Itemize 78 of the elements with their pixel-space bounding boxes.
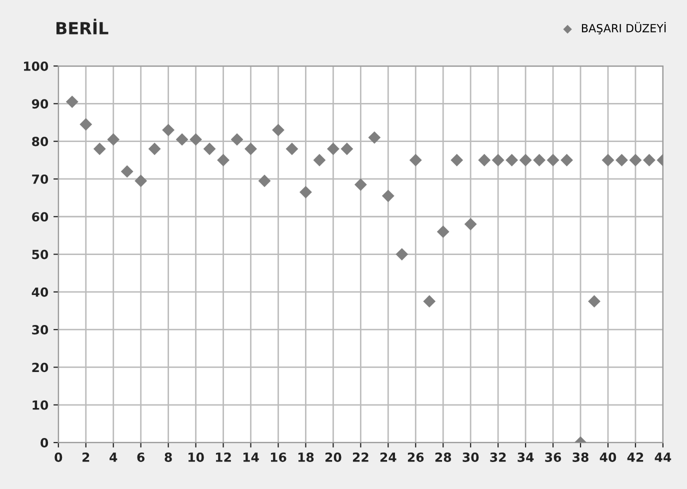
x-tick-label: 38 — [572, 452, 588, 462]
point — [546, 154, 560, 166]
point — [230, 133, 244, 146]
x-tick-label: 32 — [490, 452, 506, 462]
x-tick-label: 28 — [435, 452, 452, 462]
point — [464, 218, 477, 230]
x-tick-label: 4 — [110, 452, 118, 462]
point — [616, 154, 628, 166]
point — [602, 154, 614, 166]
point — [533, 154, 546, 166]
point — [203, 142, 216, 156]
y-tick-label: 100 — [24, 61, 48, 71]
x-tick-label: 18 — [298, 452, 314, 462]
y-tick-label: 40 — [32, 287, 48, 297]
y-tick-label: 10 — [32, 400, 48, 410]
y-tick-label: 50 — [32, 250, 48, 260]
point — [80, 118, 92, 131]
y-tick-label: 20 — [32, 362, 48, 372]
point — [436, 225, 450, 238]
x-tick-label: 6 — [137, 452, 145, 462]
point — [326, 142, 340, 156]
x-tick-label: 16 — [270, 452, 286, 462]
point — [340, 142, 354, 156]
x-tick-label: 20 — [325, 452, 342, 462]
legend-label: BAŞARI DÜZEYİ — [582, 22, 666, 34]
point — [519, 154, 532, 166]
x-tick-label: 0 — [54, 452, 62, 462]
chart-title: BERİL — [56, 18, 108, 34]
x-tick-label: 44 — [654, 452, 672, 462]
point — [396, 248, 408, 260]
x-tick-label: 14 — [243, 452, 259, 462]
point — [382, 190, 394, 202]
x-tick-label: 22 — [352, 452, 368, 462]
point — [134, 174, 148, 188]
y-tick-label: 90 — [32, 99, 48, 109]
point — [176, 133, 188, 146]
point — [368, 131, 381, 144]
x-tick-label: 12 — [216, 452, 231, 462]
x-tick-label: 40 — [600, 452, 616, 462]
x-tick-label: 8 — [164, 452, 172, 462]
x-tick-label: 34 — [518, 452, 534, 462]
point — [300, 186, 312, 198]
point — [450, 154, 464, 166]
x-tick-label: 30 — [462, 452, 479, 462]
x-tick-label: 10 — [188, 452, 204, 462]
y-tick-label: 60 — [32, 212, 48, 222]
point — [492, 154, 504, 166]
point — [354, 178, 367, 191]
point — [478, 154, 491, 166]
x-tick-label: 2 — [82, 452, 90, 462]
x-tick-label: 42 — [627, 452, 644, 462]
point — [66, 96, 78, 108]
point — [286, 142, 298, 156]
y-tick-label: 70 — [32, 174, 48, 184]
y-tick-label: 80 — [32, 136, 48, 146]
point — [588, 295, 600, 308]
point — [244, 142, 257, 156]
point — [313, 154, 326, 166]
point — [148, 142, 161, 156]
point — [162, 124, 175, 136]
point — [217, 154, 230, 166]
point — [629, 154, 642, 166]
point — [190, 133, 202, 146]
point — [272, 124, 284, 136]
point — [643, 154, 656, 166]
point — [423, 295, 436, 308]
point — [506, 154, 518, 166]
y-tick-label: 30 — [32, 325, 48, 335]
x-tick-label: 26 — [408, 452, 424, 462]
point — [93, 142, 106, 156]
x-tick-label: 24 — [380, 452, 396, 462]
point — [120, 165, 134, 178]
point — [107, 133, 120, 146]
point — [258, 174, 271, 188]
x-tick-label: 36 — [545, 452, 562, 462]
y-tick-label: 0 — [40, 438, 48, 448]
point — [409, 154, 422, 166]
point — [560, 154, 573, 166]
